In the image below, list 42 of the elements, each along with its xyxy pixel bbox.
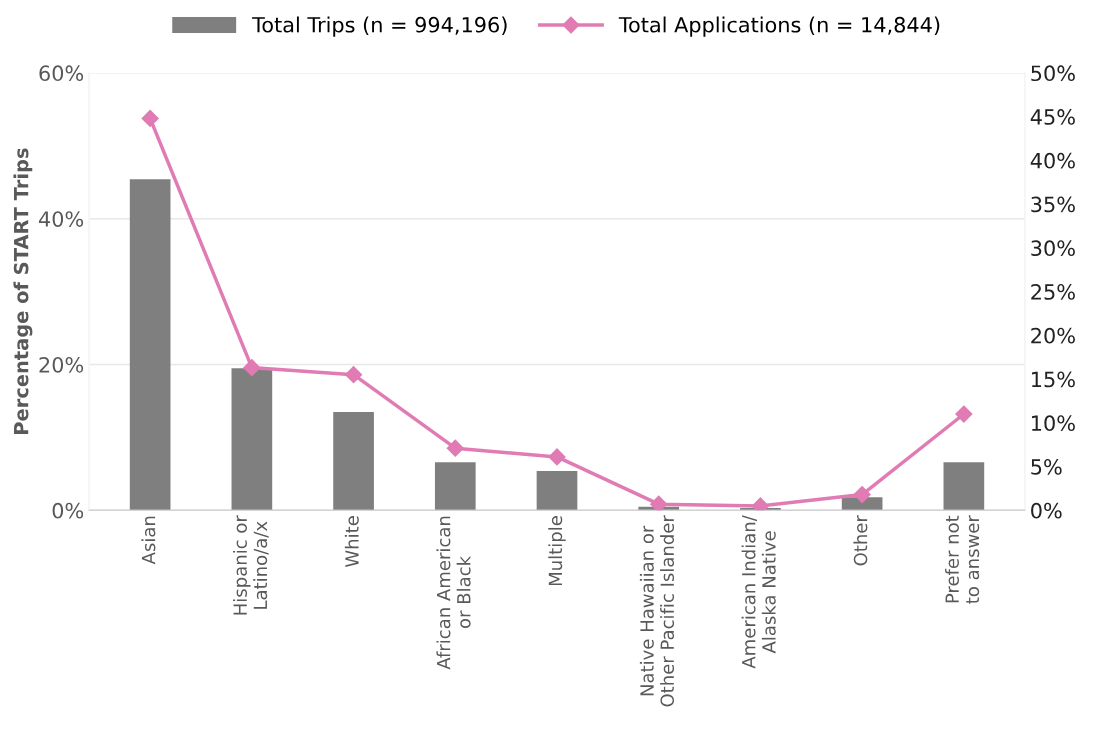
y-axis-title: Percentage of START Trips (13, 148, 33, 434)
y2-tick-label: 5% (1031, 459, 1062, 475)
y2-tick-label: 50% (1031, 65, 1075, 82)
y-tick-label: 20% (39, 356, 84, 373)
y2-tick-label: 10% (1032, 415, 1075, 432)
point (446, 439, 464, 457)
point (141, 109, 159, 127)
x-tick-label: Native Hawaiian or Other Pacific Islander (639, 515, 675, 707)
y2-tick-label: 30% (1031, 240, 1075, 257)
x-tick-label: Asian (141, 516, 156, 565)
y2-tick-label: 35% (1031, 196, 1075, 213)
y-tick-label: 60% (39, 65, 84, 82)
bar (434, 462, 476, 511)
point (345, 366, 363, 384)
y-tick-label: 0% (52, 502, 84, 519)
x-tick-label: Hispanic or Latino/a/x (233, 515, 269, 615)
x-tick-label: American Indian/ Alaska Native (741, 515, 776, 669)
x-tick-label: Other (853, 515, 868, 566)
legend-label: Total Trips (n = 994,196) (252, 16, 507, 37)
x-tick-label: White (344, 516, 359, 568)
y2-tick-label: 0% (1031, 502, 1062, 519)
point (650, 495, 668, 511)
x-tick-label: Multiple (548, 516, 566, 586)
bar (129, 179, 171, 511)
y2-tick-label: 40% (1030, 152, 1075, 169)
bar (231, 368, 273, 511)
y2-tick-label: 45% (1030, 109, 1075, 125)
legend-label: Total Applications (n = 14,844) (618, 16, 940, 37)
bar (536, 470, 578, 511)
bar (943, 462, 985, 511)
point (243, 359, 261, 377)
bar (333, 411, 374, 511)
y2-tick-label: 20% (1031, 327, 1075, 344)
y-tick-label: 40% (38, 211, 84, 227)
x-tick-label: African American or Black (436, 516, 471, 670)
point (955, 405, 973, 423)
y2-tick-label: 15% (1032, 371, 1075, 388)
x-tick-label: Prefer not to answer (945, 515, 980, 604)
y2-tick-label: 25% (1031, 284, 1075, 300)
point (853, 486, 871, 504)
point (548, 448, 566, 466)
point (751, 497, 769, 511)
